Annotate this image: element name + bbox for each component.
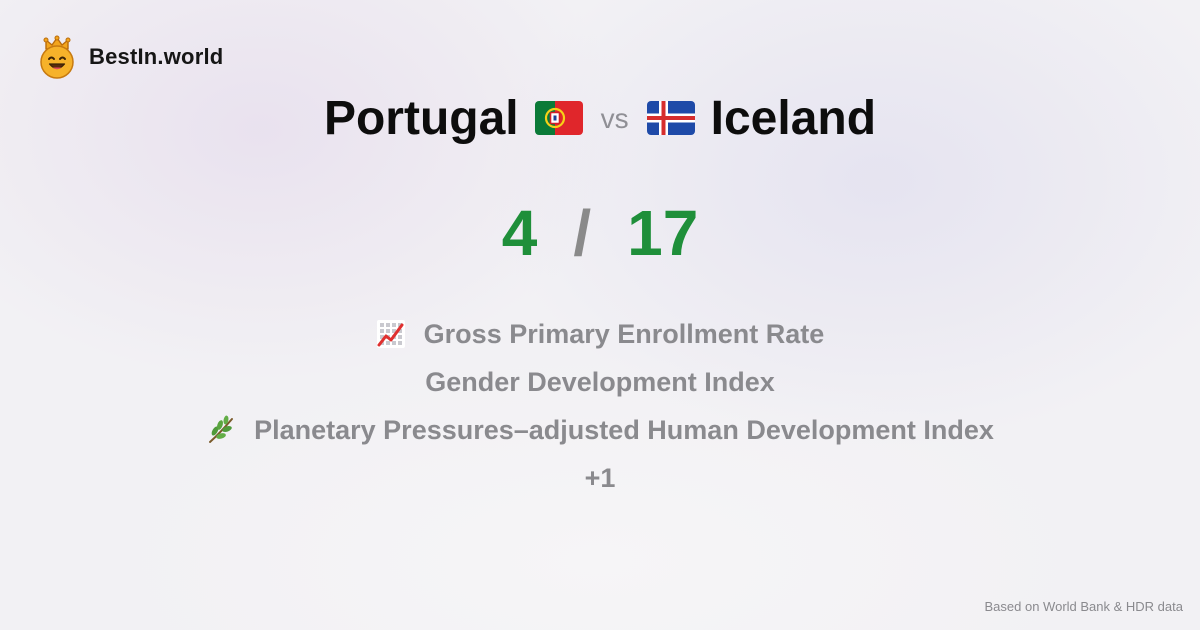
data-source-note: Based on World Bank & HDR data	[984, 599, 1183, 614]
score: 4 / 17	[0, 196, 1200, 270]
right-country-name: Iceland	[710, 91, 877, 145]
right-score: 17	[627, 197, 699, 269]
vs-label: vs	[600, 103, 629, 134]
brand[interactable]: BestIn.world	[38, 35, 224, 79]
metric-label: Planetary Pressures–adjusted Human Devel…	[254, 414, 994, 445]
comparison-title: Portugal vs Iceland	[0, 86, 1200, 150]
brand-name: BestIn.world	[89, 44, 224, 69]
chart-increasing-icon	[376, 320, 405, 348]
metric-label: Gender Development Index	[425, 366, 775, 397]
iceland-flag-icon	[646, 101, 695, 135]
portugal-flag-icon	[534, 101, 583, 135]
left-score: 4	[501, 197, 538, 269]
metric-item: Gross Primary Enrollment Rate	[0, 310, 1200, 358]
more-metrics-count: +1	[584, 462, 616, 493]
herb-icon	[209, 415, 234, 443]
metric-list: Gross Primary Enrollment Rate Gender Dev…	[0, 310, 1200, 502]
score-separator: /	[573, 197, 592, 269]
left-country-name: Portugal	[323, 91, 519, 145]
crown-smiley-icon	[40, 35, 74, 79]
metric-label: Gross Primary Enrollment Rate	[423, 318, 825, 349]
metric-item: Planetary Pressures–adjusted Human Devel…	[0, 406, 1200, 454]
metric-item: Gender Development Index	[0, 358, 1200, 406]
